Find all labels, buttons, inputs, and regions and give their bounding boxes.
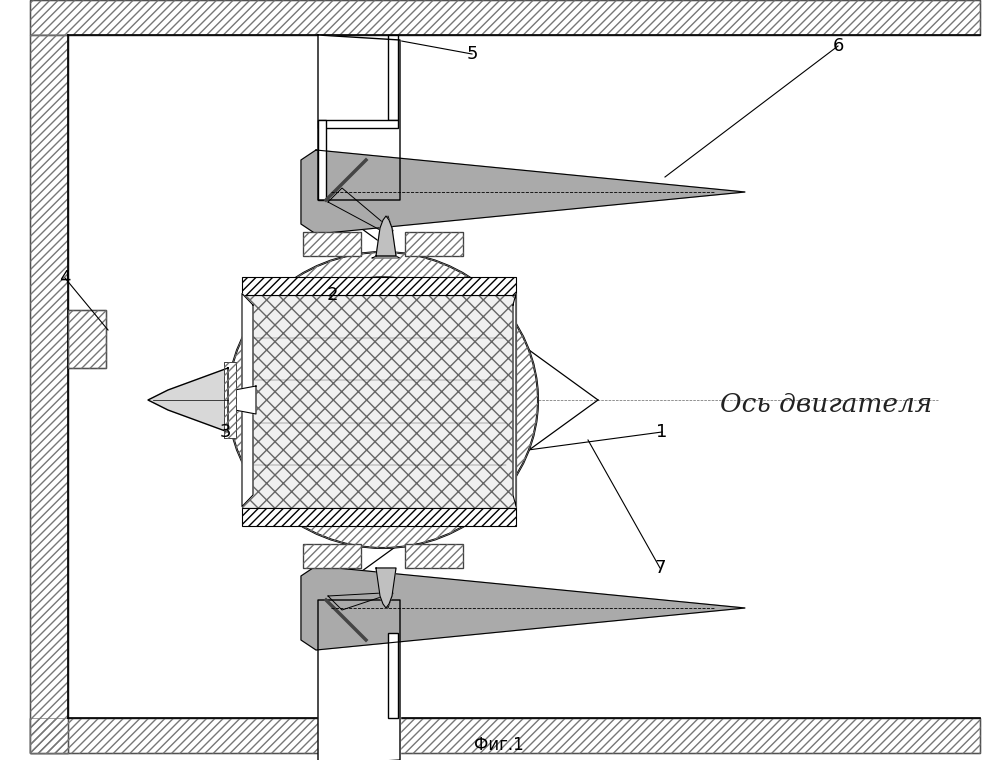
Bar (30, 718, 980, 753)
Bar (303, 544, 361, 568)
Bar (242, 295, 516, 508)
Bar (388, 633, 398, 718)
Text: 5: 5 (467, 45, 478, 63)
Bar (405, 544, 463, 568)
Polygon shape (242, 293, 253, 506)
Text: 4: 4 (59, 269, 71, 287)
Bar (68, 310, 106, 368)
Polygon shape (328, 188, 393, 231)
Bar (405, 232, 463, 256)
Bar (303, 232, 361, 256)
Bar (30, 0, 980, 35)
Bar (30, 35, 68, 753)
Bar (242, 277, 516, 295)
Polygon shape (318, 600, 400, 760)
Bar (388, 35, 398, 120)
Text: 3: 3 (219, 423, 231, 441)
Bar (30, 0, 980, 35)
Polygon shape (376, 568, 396, 608)
Bar (30, 718, 980, 753)
Text: Фиг.1: Фиг.1 (475, 736, 523, 754)
Text: Ось двигателя: Ось двигателя (720, 392, 932, 417)
Bar (30, 35, 68, 753)
Text: 6: 6 (832, 37, 844, 55)
Bar (318, 120, 326, 200)
Text: 2: 2 (327, 286, 338, 304)
Text: 7: 7 (654, 559, 665, 577)
Bar (68, 310, 106, 368)
Polygon shape (372, 256, 400, 258)
Text: 1: 1 (656, 423, 667, 441)
Ellipse shape (228, 252, 538, 548)
Bar (405, 232, 463, 256)
Bar (224, 362, 236, 438)
Ellipse shape (253, 277, 513, 523)
Polygon shape (328, 593, 393, 610)
Polygon shape (148, 368, 228, 432)
Bar (242, 295, 516, 508)
Polygon shape (301, 566, 745, 650)
Bar (318, 120, 398, 128)
Bar (303, 232, 361, 256)
Bar (242, 508, 516, 526)
Polygon shape (301, 150, 745, 234)
Polygon shape (318, 35, 400, 200)
Polygon shape (376, 216, 396, 256)
Bar (224, 362, 236, 438)
Bar (303, 544, 361, 568)
Polygon shape (211, 386, 256, 414)
Bar (405, 544, 463, 568)
Polygon shape (513, 293, 516, 506)
